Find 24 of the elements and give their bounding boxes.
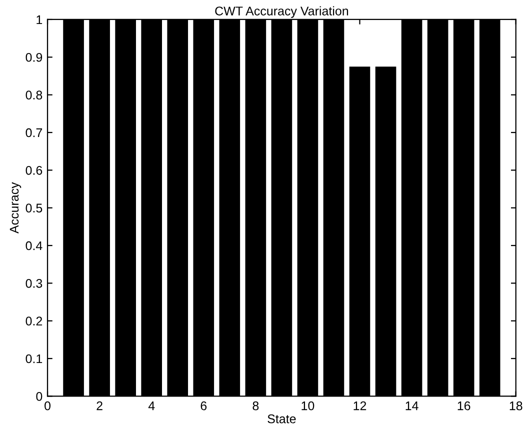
- x-tick-label: 2: [96, 401, 102, 410]
- chart-title: CWT Accuracy Variation: [215, 6, 348, 18]
- y-tick-label: 0.3: [26, 278, 42, 288]
- x-tick-label: 12: [354, 401, 366, 410]
- y-tick-label: 0.7: [26, 128, 42, 138]
- y-tick-label: 0.6: [26, 166, 42, 175]
- y-tick-label: 0.8: [26, 90, 42, 100]
- y-tick-label: 0.2: [26, 316, 42, 326]
- x-tick-label: 14: [406, 402, 418, 410]
- y-tick-label: 0.5: [26, 204, 42, 212]
- x-tick-label: 4: [148, 402, 155, 410]
- x-tick-label: 16: [458, 401, 470, 410]
- y-tick-label: 0: [36, 392, 42, 401]
- x-tick-label: 0: [44, 401, 51, 410]
- x-tick-label: 8: [252, 401, 259, 410]
- y-tick-label: 0.9: [26, 52, 42, 62]
- x-tick-label: 10: [302, 401, 314, 410]
- y-tick-label: 0.1: [26, 354, 42, 364]
- x-tick-label: 18: [510, 401, 522, 410]
- x-tick-label: 6: [200, 401, 207, 410]
- y-axis-title: Accuracy: [10, 182, 22, 234]
- x-axis-title: State: [268, 414, 296, 424]
- y-tick-label: 1: [36, 15, 42, 24]
- y-tick-label: 0.4: [26, 241, 42, 250]
